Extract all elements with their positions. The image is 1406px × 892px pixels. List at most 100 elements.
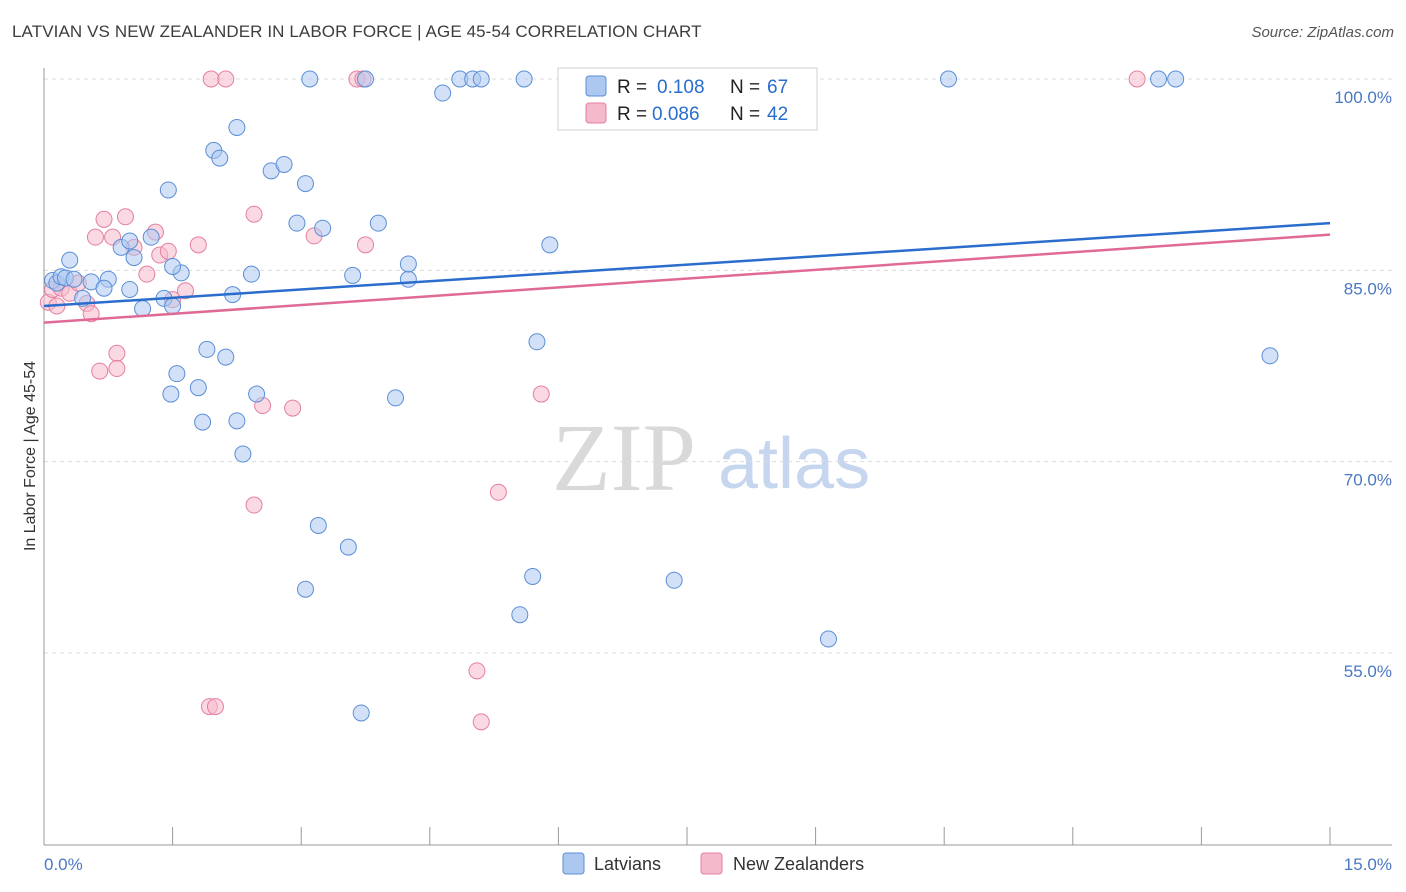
latvian-point-38 <box>168 365 186 383</box>
latvian-point-57 <box>301 70 319 88</box>
latvian-point-17 <box>121 232 139 250</box>
y-tick-label-2: 85.0% <box>1344 279 1392 298</box>
new-zealander-point-29 <box>489 483 507 501</box>
new-zealander-point-40 <box>1128 70 1146 88</box>
new-zealander-point-32 <box>472 713 490 731</box>
latvian-point-18 <box>164 258 182 276</box>
latvian-point-56 <box>434 84 452 102</box>
latvian-point-9 <box>95 279 113 297</box>
legend-n-label-latvians: N = <box>730 77 760 98</box>
new-zealander-point-36 <box>217 70 235 88</box>
latvian-point-44 <box>228 412 246 430</box>
latvian-point-19 <box>159 181 177 199</box>
latvian-point-36 <box>198 340 216 358</box>
new-zealander-point-19 <box>189 236 207 254</box>
bottom-legend-latvians: Latvians <box>594 854 661 874</box>
latvian-point-50 <box>524 567 542 585</box>
new-zealander-point-27 <box>284 399 302 417</box>
latvian-point-58 <box>357 70 374 88</box>
latvian-point-24 <box>275 155 293 173</box>
chart-title: LATVIAN VS NEW ZEALANDER IN LABOR FORCE … <box>12 22 702 41</box>
latvian-point-43 <box>194 413 212 431</box>
latvian-point-66 <box>1167 70 1185 88</box>
latvian-point-28 <box>369 214 387 232</box>
new-zealander-point-22 <box>108 360 126 378</box>
latvian-point-46 <box>528 333 546 351</box>
latvian-point-29 <box>344 266 362 284</box>
new-zealander-point-20 <box>108 344 126 362</box>
x-tick-label-min: 0.0% <box>44 855 83 874</box>
latvian-point-65 <box>1150 70 1168 88</box>
bottom-legend: Latvians New Zealanders <box>562 852 864 875</box>
series-new-zealanders <box>39 70 1146 731</box>
latvian-point-53 <box>819 630 837 648</box>
latvian-point-34 <box>164 297 182 315</box>
latvian-point-42 <box>387 389 405 407</box>
trend-lines <box>43 221 1331 324</box>
latvian-point-4 <box>61 251 79 269</box>
trend-line-latvians <box>43 221 1331 308</box>
gridlines <box>44 78 1392 654</box>
latvian-point-54 <box>352 704 370 722</box>
bottom-legend-swatch-latvians <box>562 852 585 875</box>
latvian-point-55 <box>1261 347 1279 365</box>
latvian-point-39 <box>189 379 207 397</box>
latvian-point-31 <box>399 255 417 273</box>
new-zealander-point-34 <box>206 698 224 716</box>
latvian-point-11 <box>134 300 152 318</box>
chart-source: Source: ZipAtlas.com <box>1251 24 1394 41</box>
bottom-legend-swatch-new-zealanders <box>700 852 723 875</box>
latvian-point-10 <box>121 280 139 298</box>
legend-r-label-new-zealanders: R = <box>617 104 647 125</box>
latvian-point-48 <box>339 538 357 556</box>
latvian-point-27 <box>314 219 332 237</box>
new-zealander-point-31 <box>468 662 486 680</box>
latvian-point-37 <box>217 348 235 366</box>
latvian-point-30 <box>399 270 417 288</box>
axes <box>43 68 1392 846</box>
legend-n-label-new-zealanders: N = <box>730 104 760 125</box>
latvian-point-62 <box>515 70 533 88</box>
latvian-point-52 <box>511 606 529 624</box>
latvian-point-64 <box>939 70 957 88</box>
y-tick-label-1: 70.0% <box>1344 471 1392 490</box>
bottom-legend-new-zealanders: New Zealanders <box>733 854 864 874</box>
latvian-point-49 <box>296 580 314 598</box>
y-axis-title: In Labor Force | Age 45-54 <box>22 361 39 551</box>
latvian-point-22 <box>228 118 246 136</box>
latvian-point-25 <box>296 175 314 193</box>
x-axis-ticks <box>43 827 1331 845</box>
new-zealander-point-28 <box>532 385 550 403</box>
new-zealander-point-21 <box>91 362 109 380</box>
new-zealander-point-23 <box>245 205 263 223</box>
latvian-point-26 <box>288 214 306 232</box>
new-zealander-point-7 <box>82 305 100 323</box>
new-zealander-point-11 <box>116 208 134 226</box>
legend-r-value-latvians: 0.108 <box>657 77 705 98</box>
latvian-point-5 <box>65 270 83 288</box>
y-tick-label-3: 100.0% <box>1334 88 1392 107</box>
trend-line-new-zealanders <box>43 233 1331 324</box>
latvian-point-35 <box>541 236 559 254</box>
new-zealander-point-25 <box>357 236 374 254</box>
legend-box: R = 0.108 N = 67 R = 0.086 N = 42 <box>557 67 818 131</box>
new-zealander-point-13 <box>138 265 156 283</box>
latvian-point-41 <box>248 385 266 403</box>
y-tick-label-0: 55.0% <box>1344 662 1392 681</box>
latvian-point-16 <box>142 228 160 246</box>
latvian-point-61 <box>472 70 490 88</box>
y-axis-tick-labels: 55.0% 70.0% 85.0% 100.0% <box>1334 88 1392 681</box>
latvian-point-47 <box>309 516 327 534</box>
latvian-point-45 <box>234 445 252 463</box>
new-zealander-point-9 <box>95 210 113 228</box>
latvian-point-40 <box>162 385 180 403</box>
latvian-point-21 <box>211 149 229 167</box>
latvian-point-51 <box>665 571 683 589</box>
legend-n-value-latvians: 67 <box>767 77 788 98</box>
latvian-point-15 <box>125 249 143 267</box>
new-zealander-point-30 <box>245 496 263 514</box>
watermark-zip: ZIP <box>552 404 696 511</box>
legend-swatch-latvians <box>585 75 607 97</box>
new-zealander-point-16 <box>159 242 177 260</box>
